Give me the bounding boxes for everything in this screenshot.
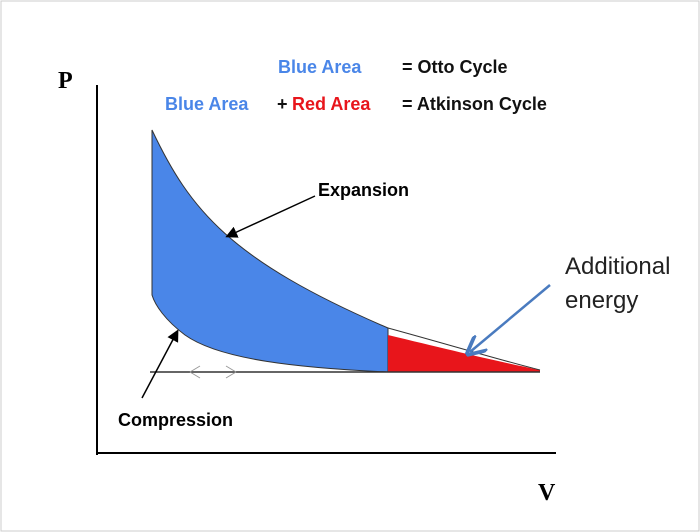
- direction-arrow: [189, 365, 237, 379]
- x-label: V: [538, 480, 556, 506]
- legend-equals: = Atkinson Cycle: [402, 94, 547, 114]
- blue-area: [151, 129, 389, 373]
- legend-plus: +: [277, 94, 288, 114]
- legend-equals: = Otto Cycle: [402, 57, 508, 77]
- legend-blue: Blue Area: [165, 94, 249, 114]
- compression-label: Compression: [118, 410, 233, 430]
- additional-label: energy: [565, 287, 638, 314]
- expansion-arrow: [225, 195, 316, 238]
- additional-arrow: [470, 284, 551, 352]
- additional-label: Additional: [565, 253, 670, 280]
- legend-blue: Blue Area: [278, 57, 362, 77]
- legend-red: Red Area: [292, 94, 371, 114]
- y-label: P: [58, 68, 73, 94]
- compression-arrow: [141, 329, 179, 399]
- expansion-label: Expansion: [318, 180, 409, 200]
